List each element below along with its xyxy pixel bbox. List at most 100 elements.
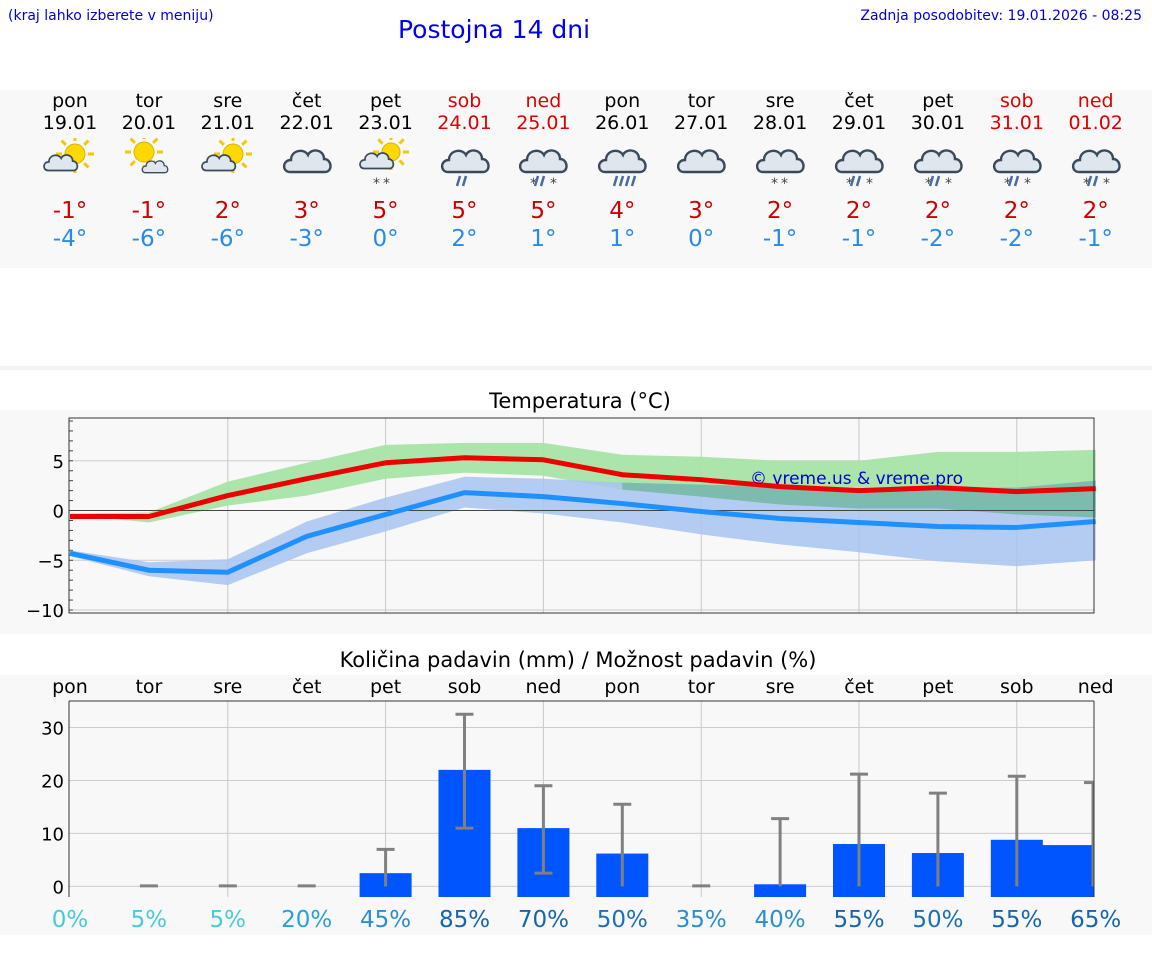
cloud-sleet-icon: * * — [913, 149, 963, 192]
forecast-strip-background — [0, 90, 1152, 268]
max-temp: -1° — [52, 198, 88, 224]
x-category-label: tor — [688, 676, 715, 698]
day-name: pon — [52, 90, 88, 112]
cloud-rain-icon — [440, 149, 490, 187]
max-temp: 5° — [530, 198, 557, 224]
max-temp: 3° — [688, 198, 715, 224]
location-hint: (kraj lahko izberete v meniju) — [8, 8, 214, 24]
day-name: pet — [369, 90, 402, 112]
svg-text:*: * — [383, 176, 390, 192]
max-temp: -1° — [131, 198, 167, 224]
svg-text:*: * — [945, 176, 952, 192]
day-name: pet — [922, 90, 954, 112]
day-date: 22.01 — [279, 112, 334, 134]
y-tick-label: −10 — [26, 601, 64, 622]
day-name: ned — [1077, 90, 1114, 112]
day-name: sob — [447, 90, 482, 112]
min-temp: 0° — [372, 226, 399, 252]
min-temp: -2° — [920, 226, 956, 252]
y-tick-label: 0 — [53, 502, 64, 523]
cloud-heavy-rain-icon — [598, 149, 647, 187]
day-name: tor — [687, 90, 715, 112]
day-date: 28.01 — [752, 112, 808, 134]
precip-probability: 5% — [210, 907, 247, 933]
svg-text:*: * — [781, 176, 788, 192]
page-title: Postojna 14 dni — [398, 15, 591, 44]
max-temp: 4° — [609, 198, 636, 224]
x-category-label: pon — [604, 676, 640, 698]
max-temp: 5° — [451, 198, 478, 224]
temperature-chart: Temperatura (°C) 5 0 −5 −10 © vreme.us & vrem… — [26, 389, 1096, 622]
y-tick-label: −5 — [37, 551, 64, 572]
precip-probability: 50% — [597, 907, 648, 933]
day-date: 27.01 — [673, 112, 729, 134]
svg-text:*: * — [1103, 176, 1110, 192]
day-name: ned — [525, 90, 562, 112]
day-name: tor — [135, 90, 163, 112]
svg-text:*: * — [771, 176, 778, 192]
x-category-label: sre — [213, 676, 242, 698]
precip-probability: 45% — [360, 907, 411, 933]
max-temp-line — [70, 455, 1096, 519]
cloud-sleet-icon: * * — [1071, 149, 1121, 192]
y-tick-label: 30 — [41, 718, 64, 739]
svg-text:*: * — [1083, 176, 1090, 192]
day-name: sre — [765, 90, 795, 112]
max-temp: 2° — [845, 198, 873, 224]
day-name: pon — [604, 90, 641, 112]
y-tick-label: 20 — [41, 771, 64, 792]
section-divider — [0, 366, 1152, 370]
day-date: 25.01 — [516, 112, 571, 134]
min-temp: -2° — [999, 226, 1035, 252]
day-date: 30.01 — [910, 112, 966, 134]
last-updated: Zadnja posodobitev: 19.01.2026 - 08:25 — [860, 8, 1142, 24]
max-temp: 3° — [293, 198, 320, 224]
svg-text:*: * — [846, 176, 853, 192]
svg-text:*: * — [925, 176, 932, 192]
svg-text:*: * — [1024, 176, 1031, 192]
day-date: 23.01 — [358, 112, 413, 134]
x-category-label: pet — [922, 676, 953, 698]
y-tick-label: 5 — [53, 452, 64, 473]
cloud-sleet-icon: * * — [519, 149, 569, 192]
precip-probability: 70% — [518, 907, 569, 933]
chart-title: Količina padavin (mm) / Možnost padavin … — [340, 648, 817, 672]
min-temp: -1° — [1078, 226, 1113, 252]
day-date: 26.01 — [595, 112, 650, 134]
min-temp: 0° — [688, 226, 715, 252]
svg-text:*: * — [530, 176, 537, 192]
day-date: 24.01 — [437, 112, 492, 134]
day-name: sre — [213, 90, 243, 112]
precip-probability: 5% — [131, 907, 168, 933]
precip-probability: 85% — [439, 907, 490, 933]
max-temp: 2° — [1082, 198, 1109, 224]
y-tick-label: 10 — [41, 824, 64, 845]
min-temp: -4° — [52, 226, 88, 252]
cloud-sleet-icon: * * — [992, 149, 1042, 192]
min-temp: -1° — [841, 226, 877, 252]
min-temp: 2° — [451, 226, 478, 252]
min-temp: -1° — [762, 226, 798, 252]
day-date: 19.01 — [42, 112, 98, 134]
svg-text:*: * — [866, 176, 873, 192]
day-date: 29.01 — [831, 112, 887, 134]
y-tick-label: 0 — [53, 877, 64, 898]
max-temp: 5° — [372, 198, 399, 224]
svg-text:*: * — [1004, 176, 1011, 192]
cloud-sleet-icon: * * — [834, 149, 884, 192]
cloud-snow-icon: * * — [756, 149, 805, 192]
precip-bar — [754, 884, 807, 897]
sun-cloud-icon — [43, 138, 94, 173]
plot-frame — [68, 417, 1095, 614]
precip-probability: 0% — [52, 907, 89, 933]
max-temp: 2° — [924, 198, 951, 224]
watermark: © vreme.us & vreme.pro — [750, 469, 963, 489]
x-category-label: sob — [1000, 676, 1034, 698]
precip-probability: 20% — [281, 907, 332, 933]
min-temp: -6° — [131, 226, 167, 252]
x-category-label: ned — [526, 676, 562, 698]
precip-probability: 50% — [912, 907, 963, 933]
min-temp: -6° — [210, 226, 246, 252]
max-temp: 2° — [214, 198, 241, 224]
